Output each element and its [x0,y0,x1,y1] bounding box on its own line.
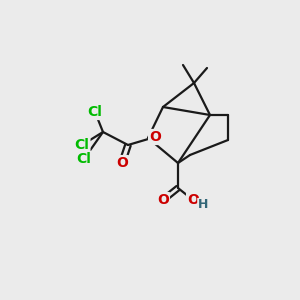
Text: Cl: Cl [75,138,89,152]
Text: O: O [116,156,128,170]
Text: O: O [187,193,199,207]
Text: O: O [149,130,161,144]
Text: Cl: Cl [76,152,92,166]
Text: H: H [198,199,208,212]
Text: O: O [157,193,169,207]
Text: Cl: Cl [88,105,102,119]
